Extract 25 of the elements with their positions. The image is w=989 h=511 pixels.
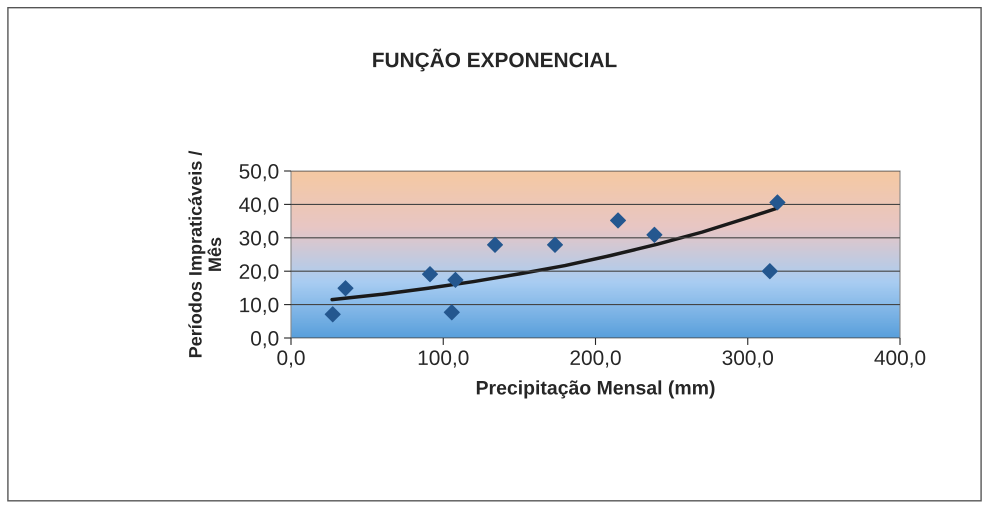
y-tick-label: 30,0 xyxy=(239,230,278,248)
point xyxy=(610,212,626,228)
point xyxy=(769,194,786,210)
x-tick-label: 200,0 xyxy=(570,350,621,368)
chart-title: FUNÇÃO EXPONENCIAL xyxy=(373,48,617,72)
point xyxy=(762,263,778,280)
y-tick-label: 40,0 xyxy=(239,197,278,215)
point xyxy=(422,266,438,282)
y-tick-label: 50,0 xyxy=(239,164,278,182)
point xyxy=(324,306,341,322)
y-tick-label: 20,0 xyxy=(240,264,278,282)
x-tick-label: 400,0 xyxy=(874,350,926,368)
x-tick-label: 100,0 xyxy=(418,350,469,368)
x-tick-label: 0,0 xyxy=(277,350,305,368)
y-axis-title: Períodos Impraticáveis / Mês xyxy=(188,150,222,358)
y-tick-label: 0,0 xyxy=(251,331,278,348)
point xyxy=(486,236,504,253)
x-tick-label: 300,0 xyxy=(722,350,774,368)
point xyxy=(546,236,564,253)
point xyxy=(447,272,464,288)
point xyxy=(646,226,662,243)
point xyxy=(444,304,460,320)
x-axis-title: Precipitação Mensal (mm) xyxy=(476,380,714,398)
y-tick-label: 10,0 xyxy=(240,298,278,315)
point xyxy=(337,280,354,296)
